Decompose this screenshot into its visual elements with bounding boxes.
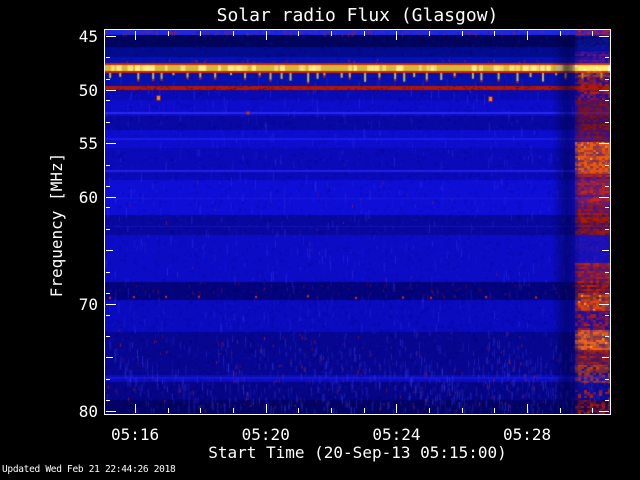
axis-tick — [106, 250, 113, 252]
axis-tick — [200, 31, 202, 36]
axis-tick — [200, 408, 202, 413]
axis-tick — [599, 303, 609, 305]
axis-tick — [592, 31, 594, 36]
axis-tick — [605, 207, 609, 209]
axis-tick — [298, 31, 300, 36]
chart-title: Solar radio Flux (Glasgow) — [216, 5, 499, 26]
axis-tick — [233, 408, 235, 413]
axis-tick — [605, 378, 609, 380]
axis-tick — [429, 408, 431, 413]
y-tick-label: 70 — [78, 294, 98, 314]
axis-tick — [135, 31, 137, 40]
axis-tick — [106, 185, 110, 187]
axis-tick — [527, 404, 529, 413]
axis-tick — [599, 410, 609, 412]
axis-tick — [599, 143, 609, 145]
axis-tick — [106, 78, 110, 80]
axis-tick — [106, 228, 110, 230]
x-axis-title: Start Time (20-Sep-13 05:15:00) — [208, 443, 507, 462]
axis-tick — [461, 31, 463, 36]
axis-tick — [605, 335, 609, 337]
axis-tick — [396, 404, 398, 413]
axis-tick — [106, 100, 110, 102]
axis-tick — [106, 335, 110, 337]
axis-tick — [135, 404, 137, 413]
axis-tick — [298, 408, 300, 413]
axis-tick — [167, 408, 169, 413]
y-tick-label: 55 — [78, 134, 98, 154]
axis-tick — [265, 404, 267, 413]
axis-tick — [559, 31, 561, 36]
axis-tick — [106, 164, 110, 166]
axis-tick — [106, 143, 116, 145]
axis-tick — [106, 207, 110, 209]
axis-tick — [106, 400, 110, 402]
axis-tick — [559, 408, 561, 413]
x-tick-label: 05:16 — [110, 425, 160, 444]
axis-tick — [527, 31, 529, 40]
axis-tick — [331, 408, 333, 413]
axis-tick — [602, 357, 609, 359]
axis-tick — [599, 196, 609, 198]
plot-border — [104, 29, 611, 415]
axis-tick — [605, 293, 609, 295]
x-tick-label: 05:28 — [503, 425, 552, 444]
updated-timestamp: Updated Wed Feb 21 22:44:26 2018 — [2, 464, 176, 475]
axis-tick — [106, 303, 116, 305]
axis-tick — [494, 408, 496, 413]
axis-tick — [605, 57, 609, 59]
axis-tick — [106, 314, 110, 316]
axis-tick — [106, 89, 116, 91]
axis-tick — [106, 357, 113, 359]
axis-tick — [167, 31, 169, 36]
axis-tick — [602, 250, 609, 252]
axis-tick — [429, 31, 431, 36]
axis-tick — [494, 31, 496, 36]
axis-tick — [106, 57, 110, 59]
axis-tick — [396, 31, 398, 40]
axis-tick — [605, 185, 609, 187]
axis-tick — [599, 36, 609, 37]
axis-tick — [605, 78, 609, 80]
axis-tick — [605, 121, 609, 123]
axis-tick — [461, 408, 463, 413]
x-tick-label: 05:24 — [372, 425, 421, 444]
axis-tick — [605, 100, 609, 102]
axis-tick — [599, 89, 609, 91]
axis-tick — [363, 408, 365, 413]
y-tick-label: 50 — [78, 80, 98, 100]
y-tick-label: 80 — [78, 401, 98, 421]
axis-tick — [106, 378, 110, 380]
axis-tick — [605, 271, 609, 273]
axis-tick — [233, 31, 235, 36]
spectrogram-canvas — [105, 30, 610, 414]
axis-tick — [106, 36, 116, 37]
axis-tick — [605, 228, 609, 230]
axis-tick — [605, 314, 609, 316]
axis-tick — [106, 271, 110, 273]
y-tick-label: 45 — [78, 27, 98, 46]
axis-tick — [106, 121, 110, 123]
axis-tick — [106, 410, 116, 412]
axis-tick — [265, 31, 267, 40]
axis-tick — [331, 31, 333, 36]
axis-tick — [106, 196, 116, 198]
axis-tick — [605, 400, 609, 402]
axis-tick — [605, 164, 609, 166]
axis-tick — [363, 31, 365, 36]
x-tick-label: 05:20 — [241, 425, 290, 444]
y-tick-label: 60 — [78, 187, 98, 207]
axis-tick — [106, 293, 110, 295]
axis-tick — [592, 408, 594, 413]
